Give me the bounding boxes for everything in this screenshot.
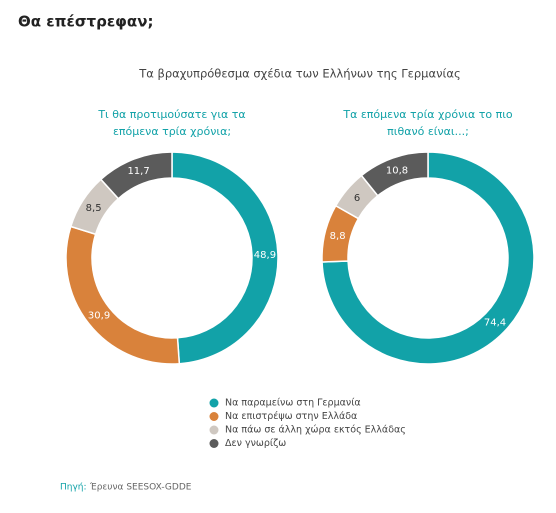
chart-subtitle: επόμενα τρία χρόνια; [113, 125, 231, 138]
legend-label: Να επιστρέψω στην Ελλάδα [225, 411, 357, 422]
legend-label: Να παραμείνω στη Γερμανία [225, 398, 361, 409]
source-label: Πηγή: [60, 483, 87, 493]
value-label: 48,9 [254, 250, 276, 261]
legend-label: Να πάω σε άλλη χώρα εκτός Ελλάδας [225, 425, 406, 436]
value-label: 8,5 [86, 203, 102, 214]
legend-swatch [209, 439, 219, 448]
figure-title: Τα βραχυπρόθεσμα σχέδια των Ελλήνων της … [138, 67, 460, 81]
value-label: 8,8 [330, 231, 346, 242]
chart-subtitle: πιθανό είναι...; [387, 125, 469, 138]
donut-segment [360, 151, 429, 197]
donut-segment [99, 151, 173, 200]
value-label: 11,7 [127, 166, 149, 177]
heading: Θα επέστρεφαν; [18, 13, 153, 31]
value-label: 74,4 [484, 318, 506, 329]
value-label: 10,8 [386, 165, 408, 176]
donut-segment [171, 151, 279, 365]
chart-subtitle: Τα επόμενα τρία χρόνια το πιο [342, 108, 513, 121]
legend-swatch [209, 425, 219, 435]
legend-label: Δεν γνωρίζω [225, 438, 286, 449]
legend-swatch [209, 398, 219, 408]
donut-segment [321, 151, 535, 365]
chart-subtitle: Τι θα προτιμούσατε για τα [97, 108, 245, 121]
value-label: 6 [354, 193, 360, 204]
source-text: Έρευνα SEESOX-GDDE [89, 483, 192, 493]
value-label: 30,9 [88, 311, 110, 322]
legend-swatch [209, 412, 219, 421]
